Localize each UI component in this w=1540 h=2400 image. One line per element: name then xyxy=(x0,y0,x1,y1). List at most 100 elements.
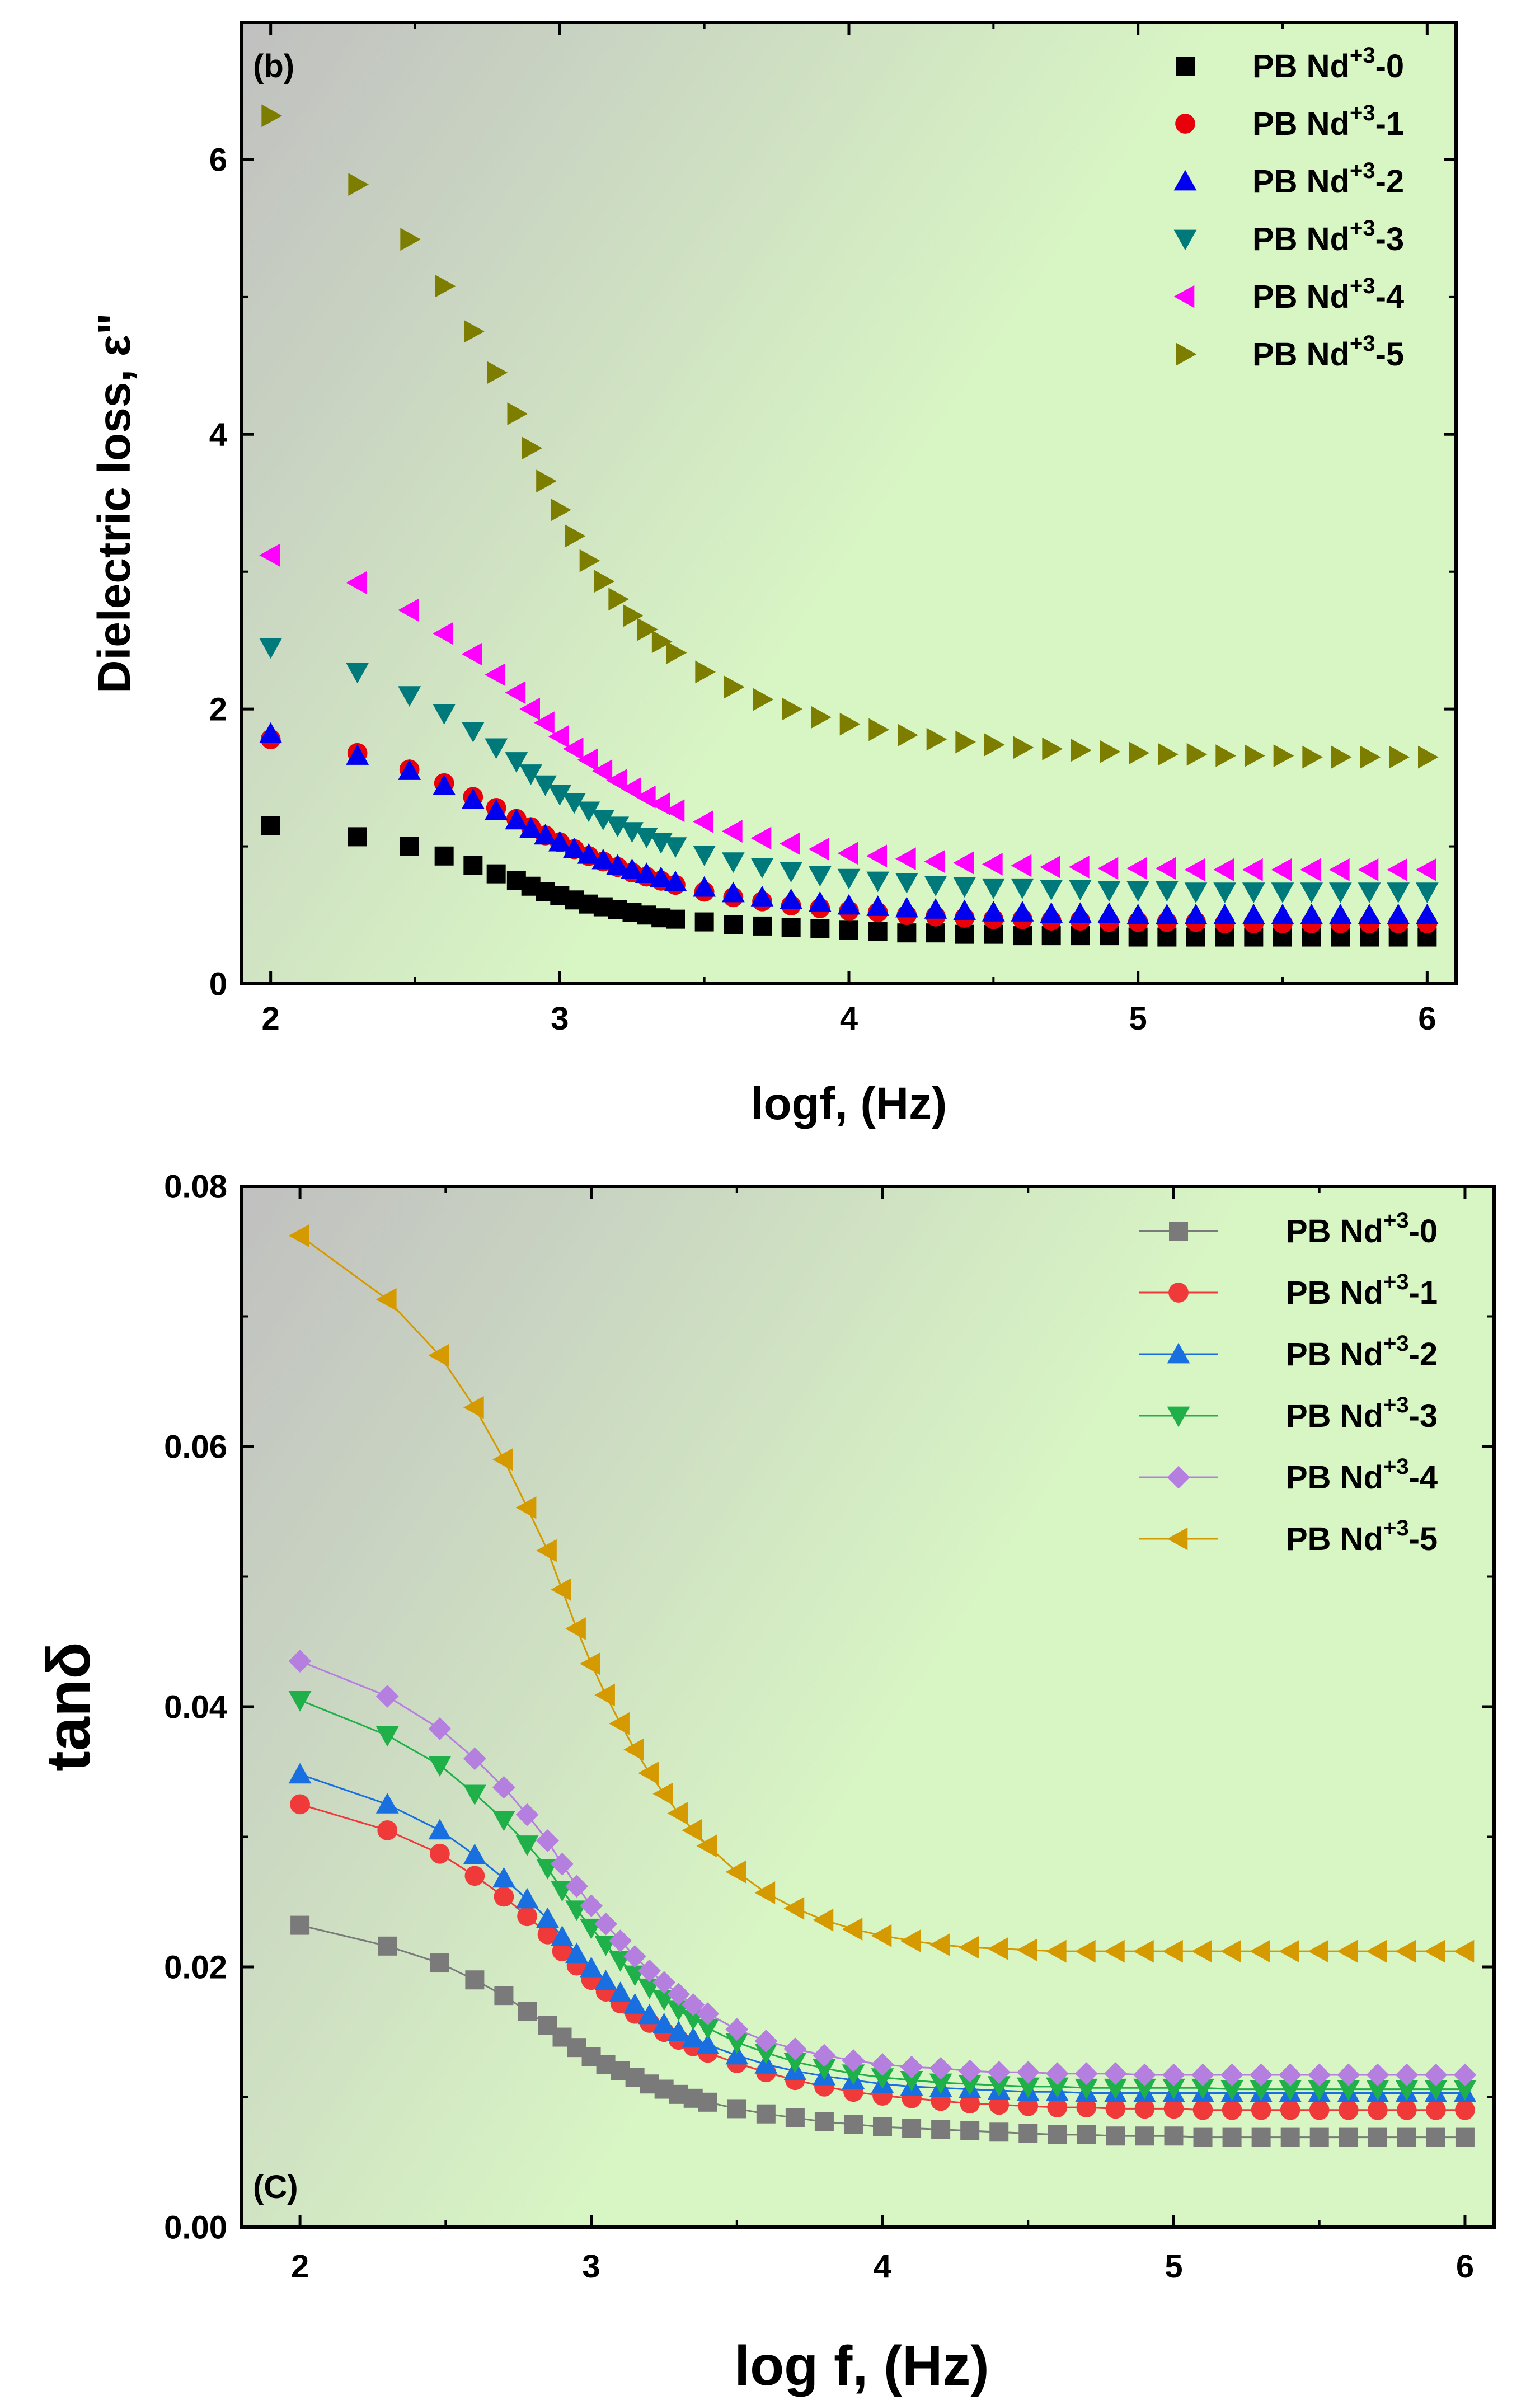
data-point xyxy=(1387,903,1410,924)
data-point xyxy=(839,920,858,940)
data-point xyxy=(929,2056,952,2080)
data-point xyxy=(989,2122,1009,2142)
legend-c: PB Nd+3-0 PB Nd+3-1 PB Nd+3-2 PB Nd+3-3 PB N… xyxy=(1139,1208,1438,1557)
plot-area-c xyxy=(242,1186,1494,2227)
data-point xyxy=(1250,2063,1273,2087)
data-point xyxy=(895,873,918,894)
data-point xyxy=(635,862,658,883)
data-point xyxy=(724,915,743,934)
data-point xyxy=(754,2044,778,2064)
data-point xyxy=(519,697,540,721)
data-point xyxy=(515,1835,539,1856)
data-point xyxy=(465,1970,485,1990)
data-point xyxy=(551,498,571,522)
data-point xyxy=(492,1448,513,1471)
data-point xyxy=(494,1886,514,1907)
data-point xyxy=(811,706,832,729)
data-point xyxy=(1045,2077,1069,2098)
data-point xyxy=(756,2104,776,2124)
data-point xyxy=(1045,2062,1069,2086)
x-tick-label: 3 xyxy=(582,2248,600,2285)
data-point xyxy=(1155,903,1179,924)
data-point xyxy=(1193,2127,1213,2147)
data-point xyxy=(579,549,600,572)
legend-label: PB Nd+3-5 xyxy=(1286,1516,1438,1557)
data-point xyxy=(551,1925,574,1946)
data-point xyxy=(1366,1939,1387,1963)
x-tick-label: 3 xyxy=(551,1001,569,1037)
data-point xyxy=(727,2099,746,2119)
data-point xyxy=(780,862,803,883)
data-point xyxy=(698,2092,717,2112)
data-point xyxy=(987,2076,1011,2097)
data-point xyxy=(808,891,832,912)
data-point xyxy=(1097,902,1121,923)
data-point xyxy=(649,792,670,815)
data-point xyxy=(1309,2100,1330,2120)
data-point xyxy=(1076,2097,1097,2117)
data-point xyxy=(507,402,528,425)
data-point xyxy=(288,1224,309,1247)
data-point xyxy=(400,228,421,251)
data-point xyxy=(1395,1939,1416,1963)
data-point xyxy=(1155,857,1176,880)
data-point xyxy=(651,630,673,654)
data-point xyxy=(580,1956,603,1978)
data-point xyxy=(1191,1939,1212,1963)
data-point xyxy=(1368,2127,1387,2147)
data-point xyxy=(623,1945,647,1968)
data-point xyxy=(1360,745,1381,769)
data-point xyxy=(565,1617,586,1640)
series-4-c xyxy=(288,1650,1477,2087)
data-point xyxy=(594,1683,615,1707)
data-point xyxy=(1251,2100,1271,2120)
data-point xyxy=(900,2070,923,2092)
data-point xyxy=(492,1867,515,1888)
data-point xyxy=(485,663,505,687)
legend-marker xyxy=(1168,1283,1189,1303)
data-point xyxy=(594,1970,617,1990)
data-point xyxy=(1308,1939,1329,1963)
data-point xyxy=(895,896,918,918)
y-tick-label: 0.02 xyxy=(164,1949,227,1985)
data-point xyxy=(725,2018,749,2041)
data-point xyxy=(1309,2127,1329,2147)
data-point xyxy=(782,697,803,721)
data-point xyxy=(519,817,543,838)
data-point xyxy=(1337,2080,1360,2101)
data-point xyxy=(518,2002,537,2021)
data-point xyxy=(1337,1939,1358,1963)
data-point xyxy=(1250,2080,1273,2101)
data-point xyxy=(693,876,716,897)
data-point xyxy=(693,810,713,833)
legend-item: PB Nd+3-5 xyxy=(1176,331,1404,373)
data-point xyxy=(753,916,772,936)
data-point xyxy=(433,704,456,725)
data-point xyxy=(958,2074,982,2096)
data-point xyxy=(960,2093,980,2113)
data-point xyxy=(346,744,369,765)
data-point xyxy=(608,588,630,611)
data-point xyxy=(873,2117,893,2136)
legend-marker xyxy=(1176,342,1197,366)
data-point xyxy=(1105,2098,1126,2119)
data-point xyxy=(487,361,508,384)
data-point xyxy=(505,809,528,830)
data-point xyxy=(1366,2063,1389,2087)
data-point xyxy=(958,1936,979,1959)
data-point xyxy=(288,1650,312,1673)
data-point xyxy=(428,1717,452,1740)
data-point xyxy=(348,827,367,847)
data-point xyxy=(1106,2126,1125,2146)
data-point xyxy=(652,1971,676,1994)
data-point xyxy=(536,1907,559,1928)
x-tick-label: 6 xyxy=(1418,1001,1436,1037)
legend-item: PB Nd+3-1 xyxy=(1175,101,1404,142)
panel-label-b: (b) xyxy=(253,48,294,84)
data-point xyxy=(580,1894,603,1918)
legend-marker xyxy=(1173,229,1197,251)
data-point xyxy=(577,801,600,823)
data-point xyxy=(810,919,830,938)
